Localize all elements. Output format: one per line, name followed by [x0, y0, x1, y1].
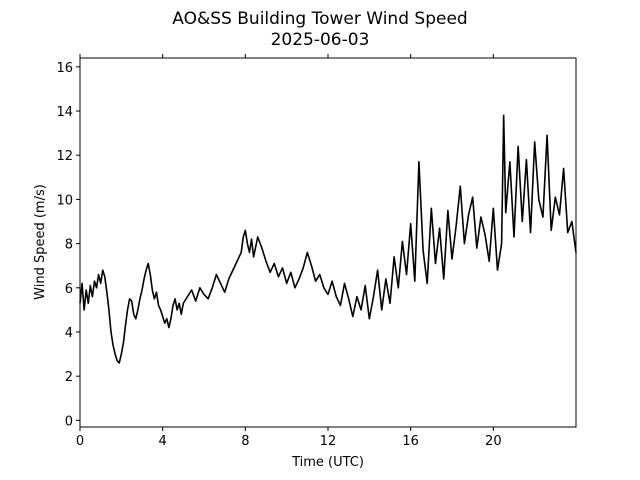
- y-tick-label-14: 14: [56, 105, 73, 120]
- x-tick-label-12: 12: [320, 434, 337, 449]
- x-axis-label: Time (UTC): [291, 455, 364, 470]
- plot-area: 0 4 8 12 16 20 0 2 4 6 8 10 12 14 16: [56, 54, 577, 449]
- x-tick-label-8: 8: [241, 434, 249, 449]
- chart-subtitle: 2025-06-03: [271, 30, 370, 50]
- y-tick-label-10: 10: [56, 193, 73, 208]
- y-tick-label-16: 16: [56, 61, 73, 76]
- y-axis-label: Wind Speed (m/s): [33, 184, 48, 300]
- chart-title: AO&SS Building Tower Wind Speed: [172, 9, 467, 29]
- y-tick-label-12: 12: [56, 149, 73, 164]
- y-tick-label-0: 0: [65, 414, 73, 429]
- x-tick-label-0: 0: [76, 434, 84, 449]
- x-tick-label-16: 16: [402, 434, 419, 449]
- y-tick-label-4: 4: [65, 326, 73, 341]
- x-tick-label-20: 20: [485, 434, 502, 449]
- y-tick-label-8: 8: [65, 238, 73, 253]
- series-line-0: [79, 114, 577, 364]
- y-tick-label-2: 2: [65, 370, 73, 385]
- x-tick-label-4: 4: [159, 434, 167, 449]
- y-tick-label-6: 6: [65, 282, 73, 297]
